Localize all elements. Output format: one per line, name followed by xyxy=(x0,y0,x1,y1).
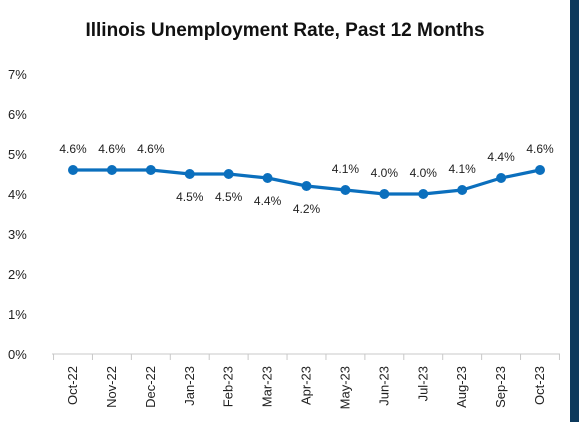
x-tick-label: Jul-23 xyxy=(415,366,430,401)
x-tick-label: Oct-22 xyxy=(65,366,80,405)
x-tick-label: Apr-23 xyxy=(299,366,314,405)
data-point xyxy=(535,165,545,175)
data-point xyxy=(68,165,78,175)
x-tick-label: Mar-23 xyxy=(260,366,275,407)
data-point xyxy=(145,165,156,175)
data-label: 4.4% xyxy=(487,150,515,164)
data-point xyxy=(457,185,468,195)
data-point xyxy=(340,185,351,195)
data-point xyxy=(496,173,507,183)
data-point xyxy=(184,169,195,179)
data-point xyxy=(106,165,117,175)
y-tick-label: 0% xyxy=(8,347,27,362)
data-point xyxy=(301,181,312,191)
x-tick-label: Jan-23 xyxy=(182,366,197,406)
x-tick-label: Nov-22 xyxy=(104,366,119,408)
x-tick-label: Oct-23 xyxy=(532,366,547,405)
data-label: 4.1% xyxy=(332,162,360,176)
y-tick-label: 5% xyxy=(8,147,27,162)
x-tick-label: Sep-23 xyxy=(493,366,508,408)
x-tick-label: Aug-23 xyxy=(454,366,469,408)
data-label: 4.4% xyxy=(254,194,282,208)
y-tick-label: 1% xyxy=(8,307,27,322)
x-tick-label: Dec-22 xyxy=(143,366,158,408)
x-tick-label: Jun-23 xyxy=(376,366,391,406)
y-tick-label: 6% xyxy=(8,107,27,122)
y-tick-label: 2% xyxy=(8,267,27,282)
data-label: 4.2% xyxy=(293,202,321,216)
data-label: 4.6% xyxy=(59,142,87,156)
data-label: 4.0% xyxy=(410,166,438,180)
data-label: 4.5% xyxy=(176,190,204,204)
y-tick-label: 7% xyxy=(8,67,27,82)
data-point xyxy=(223,169,234,179)
y-tick-label: 3% xyxy=(8,227,27,242)
x-tick-label: Feb-23 xyxy=(221,366,236,407)
data-point xyxy=(379,189,390,199)
data-label: 4.6% xyxy=(137,142,165,156)
data-label: 4.0% xyxy=(371,166,399,180)
x-tick-label: May-23 xyxy=(337,366,352,409)
data-label: 4.6% xyxy=(526,142,554,156)
chart-title: Illinois Unemployment Rate, Past 12 Mont… xyxy=(85,20,485,41)
data-point xyxy=(418,189,429,199)
data-label: 4.6% xyxy=(98,142,126,156)
data-label: 4.5% xyxy=(215,190,243,204)
data-label: 4.1% xyxy=(448,162,476,176)
data-point xyxy=(262,173,273,183)
y-tick-label: 4% xyxy=(8,187,27,202)
